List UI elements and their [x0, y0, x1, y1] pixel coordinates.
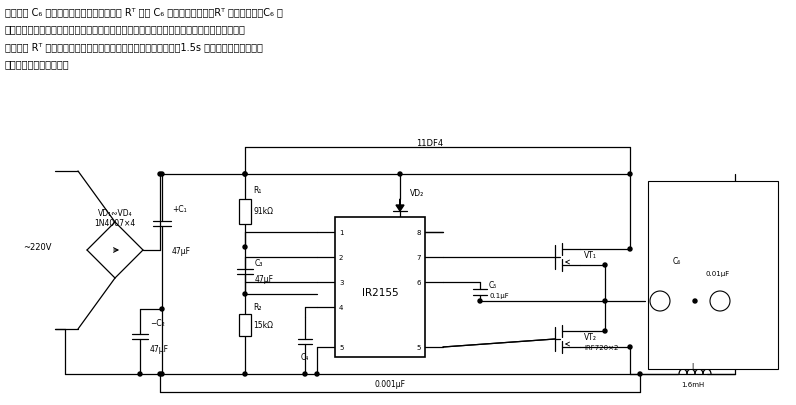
- Circle shape: [478, 299, 482, 303]
- Circle shape: [628, 247, 632, 252]
- Text: C₅: C₅: [489, 281, 498, 290]
- Bar: [648, 181, 778, 369]
- Text: 0.001μF: 0.001μF: [374, 379, 405, 388]
- Bar: [239, 200, 251, 224]
- Circle shape: [158, 372, 162, 376]
- Text: 5: 5: [339, 344, 343, 350]
- Bar: [717, 200, 733, 220]
- Text: ~220V: ~220V: [24, 243, 52, 252]
- Circle shape: [693, 299, 697, 303]
- Text: 15kΩ: 15kΩ: [253, 321, 273, 330]
- Text: 6: 6: [416, 279, 421, 285]
- Text: 47μF: 47μF: [255, 275, 274, 284]
- Text: IR2155: IR2155: [361, 287, 398, 297]
- Circle shape: [243, 292, 247, 296]
- Text: 91kΩ: 91kΩ: [253, 207, 273, 216]
- Text: 其电流使 Rᵀ 加热，阵値变大，荧光灯管两端的电压也逐渐升高，1.5s 后，灯管两端的电压上: 其电流使 Rᵀ 加热，阵値变大，荧光灯管两端的电压也逐渐升高，1.5s 后，灯管…: [5, 42, 263, 52]
- Circle shape: [158, 173, 162, 177]
- Text: 光灯接在 C₆ 两端、正温度系数的热敏电阵 Rᵀ 也与 C₆ 并联。在冷态下，Rᵀ 的阵値很小，C₆ 两: 光灯接在 C₆ 两端、正温度系数的热敏电阵 Rᵀ 也与 C₆ 并联。在冷态下，R…: [5, 7, 283, 17]
- Text: VD₂: VD₂: [410, 188, 424, 197]
- Text: R₂: R₂: [253, 303, 262, 312]
- Bar: [335, 217, 425, 357]
- Circle shape: [160, 307, 164, 311]
- Bar: [239, 314, 251, 336]
- Text: 8: 8: [416, 230, 421, 235]
- Text: 5: 5: [416, 344, 421, 350]
- FancyArrow shape: [396, 200, 404, 211]
- Text: IRF720×2: IRF720×2: [584, 344, 618, 350]
- Circle shape: [603, 299, 607, 303]
- Circle shape: [243, 173, 247, 177]
- Circle shape: [628, 345, 632, 349]
- Circle shape: [243, 372, 247, 376]
- Text: 0.1μF: 0.1μF: [489, 292, 509, 298]
- Text: 7: 7: [416, 254, 421, 260]
- Circle shape: [160, 372, 164, 376]
- Circle shape: [243, 245, 247, 249]
- Circle shape: [303, 372, 307, 376]
- Text: −C₂: −C₂: [150, 318, 165, 327]
- Text: C₃: C₃: [255, 258, 263, 267]
- Text: 11DF4: 11DF4: [416, 138, 443, 147]
- Text: VD₁∾VD₄: VD₁∾VD₄: [98, 209, 132, 218]
- Text: 0.01μF: 0.01μF: [705, 270, 729, 276]
- Text: 4: 4: [339, 304, 343, 310]
- Circle shape: [638, 372, 642, 376]
- Circle shape: [398, 173, 402, 177]
- Text: 3: 3: [339, 279, 344, 285]
- Text: 47μF: 47μF: [172, 247, 191, 256]
- Text: VT₂: VT₂: [584, 332, 597, 341]
- Text: 1: 1: [339, 230, 344, 235]
- Text: 升至额定値，灯管点亮。: 升至额定値，灯管点亮。: [5, 60, 69, 69]
- Text: 1.6mH: 1.6mH: [681, 381, 704, 387]
- Text: 1N4007×4: 1N4007×4: [95, 219, 135, 228]
- Text: C₄: C₄: [301, 353, 309, 362]
- Text: R₁: R₁: [253, 185, 261, 194]
- Text: 2: 2: [339, 254, 343, 260]
- Circle shape: [628, 173, 632, 177]
- Text: 端的电压也很低。因此，在电源刚接通时，荧光灯管两端的电压是很低的。随着时间的增长，: 端的电压也很低。因此，在电源刚接通时，荧光灯管两端的电压是很低的。随着时间的增长…: [5, 24, 246, 34]
- Circle shape: [160, 173, 164, 177]
- Circle shape: [315, 372, 319, 376]
- Text: L: L: [691, 362, 695, 371]
- Text: VT₁: VT₁: [584, 250, 597, 259]
- Text: 47μF: 47μF: [150, 345, 169, 354]
- Circle shape: [243, 173, 247, 177]
- Text: C₆: C₆: [673, 257, 681, 266]
- Text: Rᵀ: Rᵀ: [735, 203, 743, 212]
- Circle shape: [603, 263, 607, 267]
- Circle shape: [138, 372, 142, 376]
- Circle shape: [603, 329, 607, 333]
- Text: +C₁: +C₁: [172, 205, 186, 214]
